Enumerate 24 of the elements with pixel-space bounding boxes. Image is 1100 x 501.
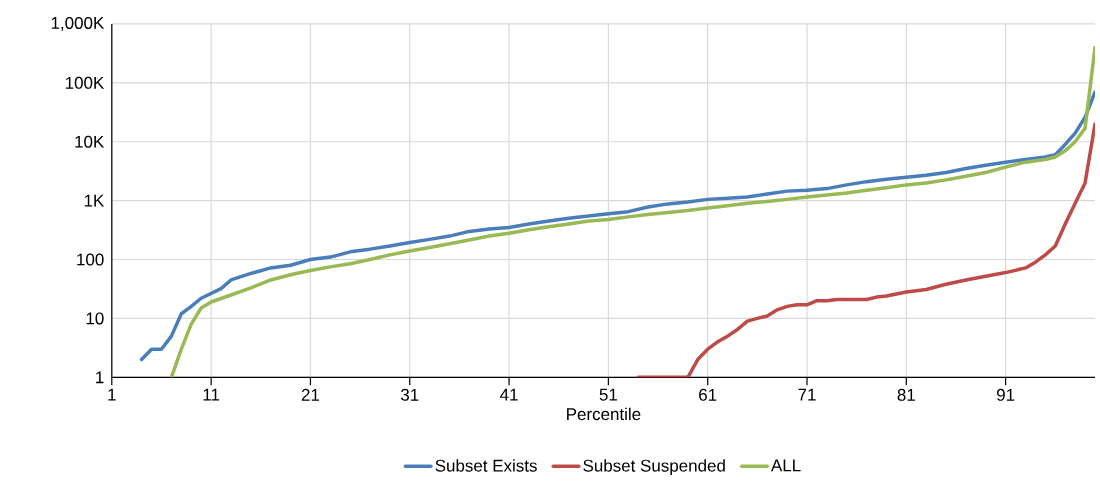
y-tick-label: 10K bbox=[75, 135, 105, 148]
y-tick-label: 10 bbox=[86, 312, 104, 325]
x-tick-label: 21 bbox=[301, 388, 320, 401]
legend-label: Subset Suspended bbox=[583, 459, 725, 476]
x-tick-label: 81 bbox=[897, 388, 915, 401]
y-tick-label: 1K bbox=[84, 194, 105, 207]
x-tick-label: 91 bbox=[996, 388, 1015, 401]
line-series bbox=[636, 122, 1096, 378]
line-series bbox=[139, 90, 1096, 362]
x-tick-label: 51 bbox=[599, 388, 617, 401]
x-tick-label: 71 bbox=[798, 388, 816, 401]
legend-label: ALL bbox=[771, 459, 801, 472]
line-series bbox=[169, 45, 1096, 378]
x-tick-label: 41 bbox=[500, 388, 518, 401]
y-tick-label: 1,000K bbox=[51, 16, 105, 31]
y-tick-label: 100K bbox=[65, 76, 105, 89]
legend-label: Subset Exists bbox=[435, 459, 537, 472]
x-tick-label: 1 bbox=[108, 388, 116, 401]
x-axis-title: Percentile bbox=[567, 407, 641, 421]
y-tick-label: 1 bbox=[96, 371, 104, 384]
x-tick-label: 11 bbox=[203, 388, 220, 401]
x-tick-label: 61 bbox=[699, 388, 717, 401]
x-tick-label: 31 bbox=[400, 388, 419, 401]
y-tick-label: 100 bbox=[77, 253, 104, 266]
